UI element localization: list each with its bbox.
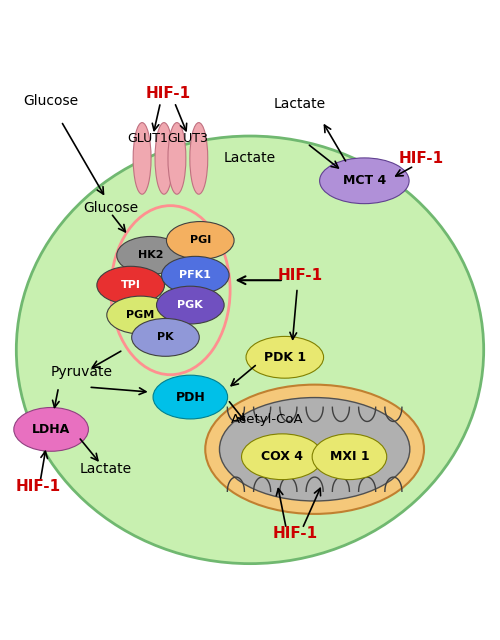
- Text: HIF-1: HIF-1: [399, 151, 444, 166]
- Text: PGI: PGI: [190, 236, 211, 246]
- Ellipse shape: [107, 296, 174, 334]
- Ellipse shape: [14, 408, 88, 451]
- Text: HIF-1: HIF-1: [16, 479, 61, 494]
- Text: MXI 1: MXI 1: [330, 450, 370, 463]
- Text: Glucose: Glucose: [83, 201, 138, 215]
- Text: Acetyl-CoA: Acetyl-CoA: [231, 413, 304, 426]
- Ellipse shape: [220, 397, 410, 501]
- Text: MCT 4: MCT 4: [342, 174, 386, 188]
- Text: PDH: PDH: [176, 390, 205, 404]
- Ellipse shape: [155, 123, 173, 194]
- Text: Lactate: Lactate: [274, 97, 326, 111]
- Text: HIF-1: HIF-1: [146, 86, 190, 101]
- Ellipse shape: [153, 375, 228, 419]
- Text: Lactate: Lactate: [224, 152, 276, 165]
- Ellipse shape: [166, 221, 234, 259]
- Ellipse shape: [156, 286, 224, 324]
- Text: PFK1: PFK1: [180, 270, 211, 280]
- Text: LDHA: LDHA: [32, 423, 70, 436]
- Text: COX 4: COX 4: [262, 450, 304, 463]
- Text: Lactate: Lactate: [80, 462, 132, 476]
- Ellipse shape: [168, 123, 186, 194]
- Ellipse shape: [206, 385, 424, 514]
- Ellipse shape: [132, 319, 200, 356]
- Text: PK: PK: [157, 332, 174, 342]
- Text: HIF-1: HIF-1: [272, 526, 318, 541]
- Text: GLUT1: GLUT1: [128, 132, 168, 145]
- Text: HK2: HK2: [138, 250, 164, 260]
- Text: Pyruvate: Pyruvate: [51, 365, 113, 380]
- Ellipse shape: [97, 266, 164, 304]
- Text: HIF-1: HIF-1: [277, 268, 322, 283]
- Text: PGK: PGK: [178, 300, 203, 310]
- Ellipse shape: [246, 337, 324, 378]
- Text: PDK 1: PDK 1: [264, 351, 306, 364]
- Text: PGM: PGM: [126, 310, 154, 320]
- Ellipse shape: [162, 257, 229, 294]
- Ellipse shape: [312, 434, 386, 479]
- Ellipse shape: [190, 123, 208, 194]
- Ellipse shape: [116, 236, 184, 275]
- Ellipse shape: [16, 136, 483, 564]
- Ellipse shape: [320, 158, 409, 204]
- Text: Glucose: Glucose: [24, 94, 78, 108]
- Ellipse shape: [133, 123, 151, 194]
- Text: GLUT3: GLUT3: [168, 132, 208, 145]
- Ellipse shape: [242, 434, 323, 479]
- Text: TPI: TPI: [120, 280, 141, 290]
